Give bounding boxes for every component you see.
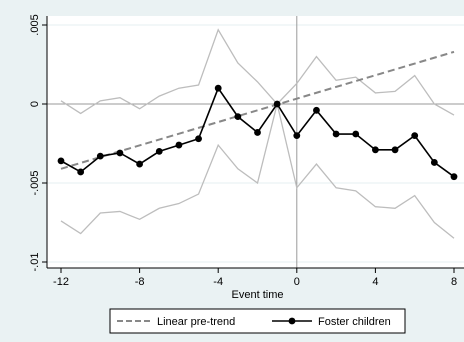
x-axis-label: Event time: [232, 289, 284, 301]
foster-children-point: [450, 173, 458, 181]
foster-children-point: [411, 132, 419, 140]
legend: Linear pre-trend Foster children: [109, 308, 406, 334]
plot-area: [47, 16, 464, 268]
x-tick-label: -8: [135, 276, 145, 288]
series-layer: [57, 28, 458, 239]
reference-lines: [47, 16, 464, 268]
foster-children-point: [214, 84, 222, 92]
lower-ci-line: [60, 103, 455, 239]
linear-pre-trend-line: [60, 50, 455, 170]
foster-children-point: [352, 130, 360, 138]
foster-children-point: [313, 106, 320, 114]
foster-children-point: [234, 113, 242, 121]
foster-children-point: [116, 149, 124, 157]
x-tick-label: 8: [451, 276, 457, 288]
y-tick-label: -.01: [29, 253, 41, 272]
y-tick-label: 0: [29, 101, 41, 107]
legend-label-foster: Foster children: [318, 316, 391, 328]
foster-children-point: [273, 100, 281, 108]
axes: -.01 -.005 0 .005 -12 -8 -4 0 4 8: [29, 14, 464, 288]
x-tick-label: 0: [294, 276, 300, 288]
foster-children-point: [155, 148, 163, 155]
foster-children-point: [96, 152, 104, 160]
legend-swatch-foster-marker: [288, 317, 296, 325]
upper-ci-line: [60, 28, 455, 116]
foster-children-point: [391, 146, 399, 154]
foster-children-point: [57, 157, 65, 165]
legend-box: [109, 308, 406, 334]
foster-children-point: [254, 129, 261, 136]
x-tick-label: 4: [372, 276, 378, 288]
foster-children-point: [293, 132, 301, 140]
x-tick-label: -12: [53, 276, 69, 288]
foster-children-point: [136, 160, 144, 168]
x-tick-label: -4: [213, 276, 223, 288]
foster-children-point: [175, 141, 183, 149]
y-tick-label: -.005: [29, 170, 41, 195]
foster-children-point: [77, 168, 85, 176]
legend-label-pre-trend: Linear pre-trend: [157, 316, 235, 328]
foster-children-point: [332, 130, 340, 138]
y-tick-label: .005: [29, 14, 41, 35]
foster-children-point: [430, 159, 438, 166]
foster-children-point: [195, 135, 202, 143]
foster-children-point: [372, 146, 379, 154]
